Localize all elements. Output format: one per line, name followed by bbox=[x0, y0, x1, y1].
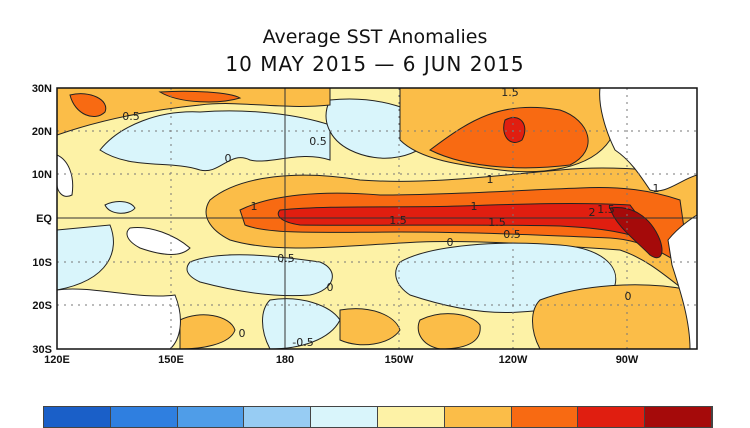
colorbar-swatch bbox=[44, 407, 111, 427]
contour-label: 1.5 bbox=[389, 214, 407, 227]
lat-label: 20S bbox=[32, 300, 52, 312]
map-frame bbox=[56, 87, 698, 350]
warm-anomaly-coastal-peak bbox=[609, 206, 663, 259]
cool-anomaly-southwest bbox=[186, 254, 333, 297]
cool-anomaly-southwest-2 bbox=[262, 298, 341, 349]
contour-label: 1.5 bbox=[501, 86, 519, 99]
lat-label: 30N bbox=[32, 83, 52, 95]
contour-label: 0.5 bbox=[309, 135, 327, 148]
lat-label: 10N bbox=[32, 169, 52, 181]
warm-anomaly-south-1 bbox=[417, 313, 481, 349]
contour-label: 1 bbox=[653, 182, 660, 195]
colorbar-swatch bbox=[645, 407, 712, 427]
colorbar-swatch bbox=[110, 407, 178, 427]
contour-label: 1 bbox=[471, 200, 478, 213]
land-new-guinea bbox=[126, 226, 191, 255]
colorbar-swatch bbox=[177, 407, 245, 427]
lon-label: 120E bbox=[44, 354, 70, 366]
colorbar-swatch bbox=[578, 407, 646, 427]
map-date-range: 10 MAY 2015 — 6 JUN 2015 bbox=[225, 52, 525, 76]
colorbar-swatch bbox=[444, 407, 512, 427]
colorbar-swatch bbox=[511, 407, 579, 427]
cool-anomaly-west-eq bbox=[57, 201, 136, 291]
contour-label: 0.5 bbox=[277, 252, 295, 265]
lat-label: EQ bbox=[36, 213, 52, 225]
land-australia bbox=[57, 288, 181, 349]
lon-label: 150W bbox=[385, 354, 414, 366]
contour-label: 0 bbox=[447, 236, 454, 249]
lat-label: 20N bbox=[32, 126, 52, 138]
lon-label: 150E bbox=[158, 354, 184, 366]
warm-anomaly-northeast-peak bbox=[503, 117, 526, 143]
lon-label: 180 bbox=[276, 354, 294, 366]
land-americas-north bbox=[599, 88, 697, 192]
contour-label: 1 bbox=[487, 173, 494, 186]
contour-label: 1.5 bbox=[488, 216, 506, 229]
contour-label: 0 bbox=[225, 152, 232, 165]
lon-label: 90W bbox=[616, 354, 639, 366]
contour-label: 1 bbox=[251, 200, 258, 213]
colorbar-swatch bbox=[244, 407, 312, 427]
lat-label: 10S bbox=[32, 257, 52, 269]
lon-label: 120W bbox=[499, 354, 528, 366]
contour-label: 2 bbox=[589, 206, 596, 219]
lat-label: 30S bbox=[32, 344, 52, 356]
colorbar-swatch bbox=[311, 407, 378, 427]
contour-label: 1.5 bbox=[597, 203, 615, 216]
contour-label: 0.5 bbox=[122, 110, 140, 123]
contour-label: 0 bbox=[239, 327, 246, 340]
graticule bbox=[57, 88, 697, 349]
contour-label: 0.5 bbox=[503, 228, 521, 241]
colorbar-swatch bbox=[377, 407, 445, 427]
contour-label: 0 bbox=[327, 281, 334, 294]
colorbar-legend bbox=[43, 406, 713, 428]
contour-label: -0.5 bbox=[292, 336, 313, 349]
warm-anomaly-northwest bbox=[57, 88, 331, 136]
cool-anomaly-north bbox=[99, 110, 331, 172]
map-title: Average SST Anomalies bbox=[262, 26, 488, 48]
contour-label: 0 bbox=[625, 290, 632, 303]
warm-anomaly-northwest-core bbox=[69, 90, 242, 117]
warm-anomaly-south-2 bbox=[532, 284, 697, 349]
